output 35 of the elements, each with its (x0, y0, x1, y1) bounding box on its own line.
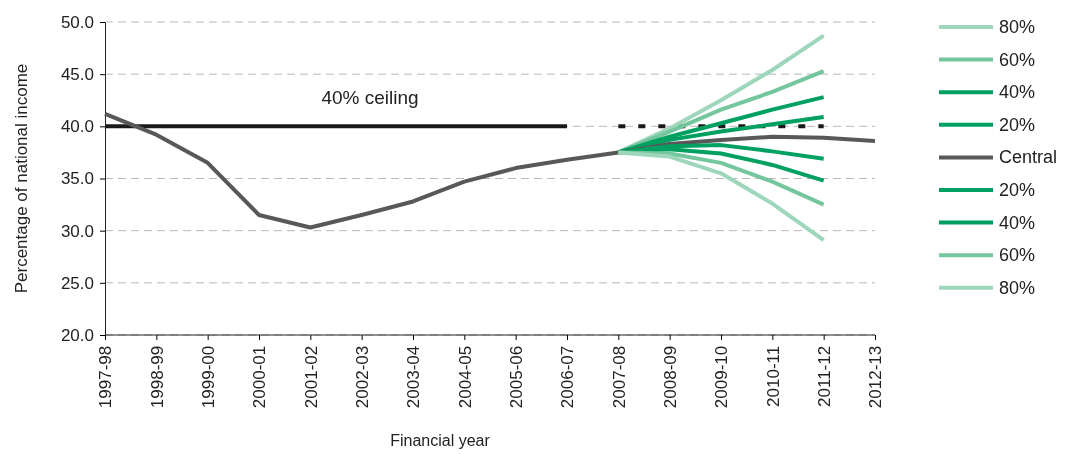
x-tick-label: 2007-08 (609, 345, 629, 409)
y-tick-label: 30.0 (60, 221, 94, 241)
y-tick-label: 25.0 (60, 273, 94, 293)
legend-label: 20% (999, 180, 1036, 200)
x-tick-label: 2010-11 (763, 345, 783, 407)
x-tick-label: 2004-05 (455, 345, 475, 409)
annotation: 40% ceiling (321, 87, 419, 108)
x-axis-title: Financial year (390, 432, 491, 449)
x-tick-label: 2011-12 (815, 345, 835, 407)
y-tick-label: 40.0 (60, 117, 94, 137)
y-tick-label: 50.0 (60, 12, 94, 32)
x-tick-label: 2006-07 (558, 345, 578, 409)
x-tick-label: 2008-09 (661, 345, 681, 409)
x-tick-label: 1999-00 (199, 345, 219, 409)
y-axis-title: Percentage of national income (12, 63, 31, 294)
x-tick-label: 2002-03 (353, 345, 373, 409)
y-tick-label: 35.0 (60, 169, 94, 189)
legend-label: 40% (999, 212, 1036, 233)
legend-label: 20% (999, 114, 1036, 135)
x-tick-label: 2009-10 (712, 345, 732, 409)
legend-label: 40% (999, 82, 1036, 103)
legend-label: 60% (999, 49, 1036, 70)
x-tick-label: 2012-13 (866, 345, 886, 409)
x-tick-label: 2001-02 (301, 345, 321, 409)
x-tick-label: 2005-06 (507, 345, 527, 409)
legend-label: Central (999, 147, 1058, 168)
x-tick-label: 2003-04 (404, 345, 424, 409)
x-tick-label: 1998-99 (147, 345, 167, 409)
legend-label: 80% (999, 17, 1036, 37)
legend-label: 60% (999, 245, 1036, 266)
legend-label: 80% (999, 277, 1036, 298)
x-tick-label: 2000-01 (250, 345, 270, 409)
x-tick-label: 1997-98 (96, 345, 116, 409)
y-tick-label: 20.0 (60, 325, 94, 345)
y-tick-label: 45.0 (60, 65, 94, 85)
